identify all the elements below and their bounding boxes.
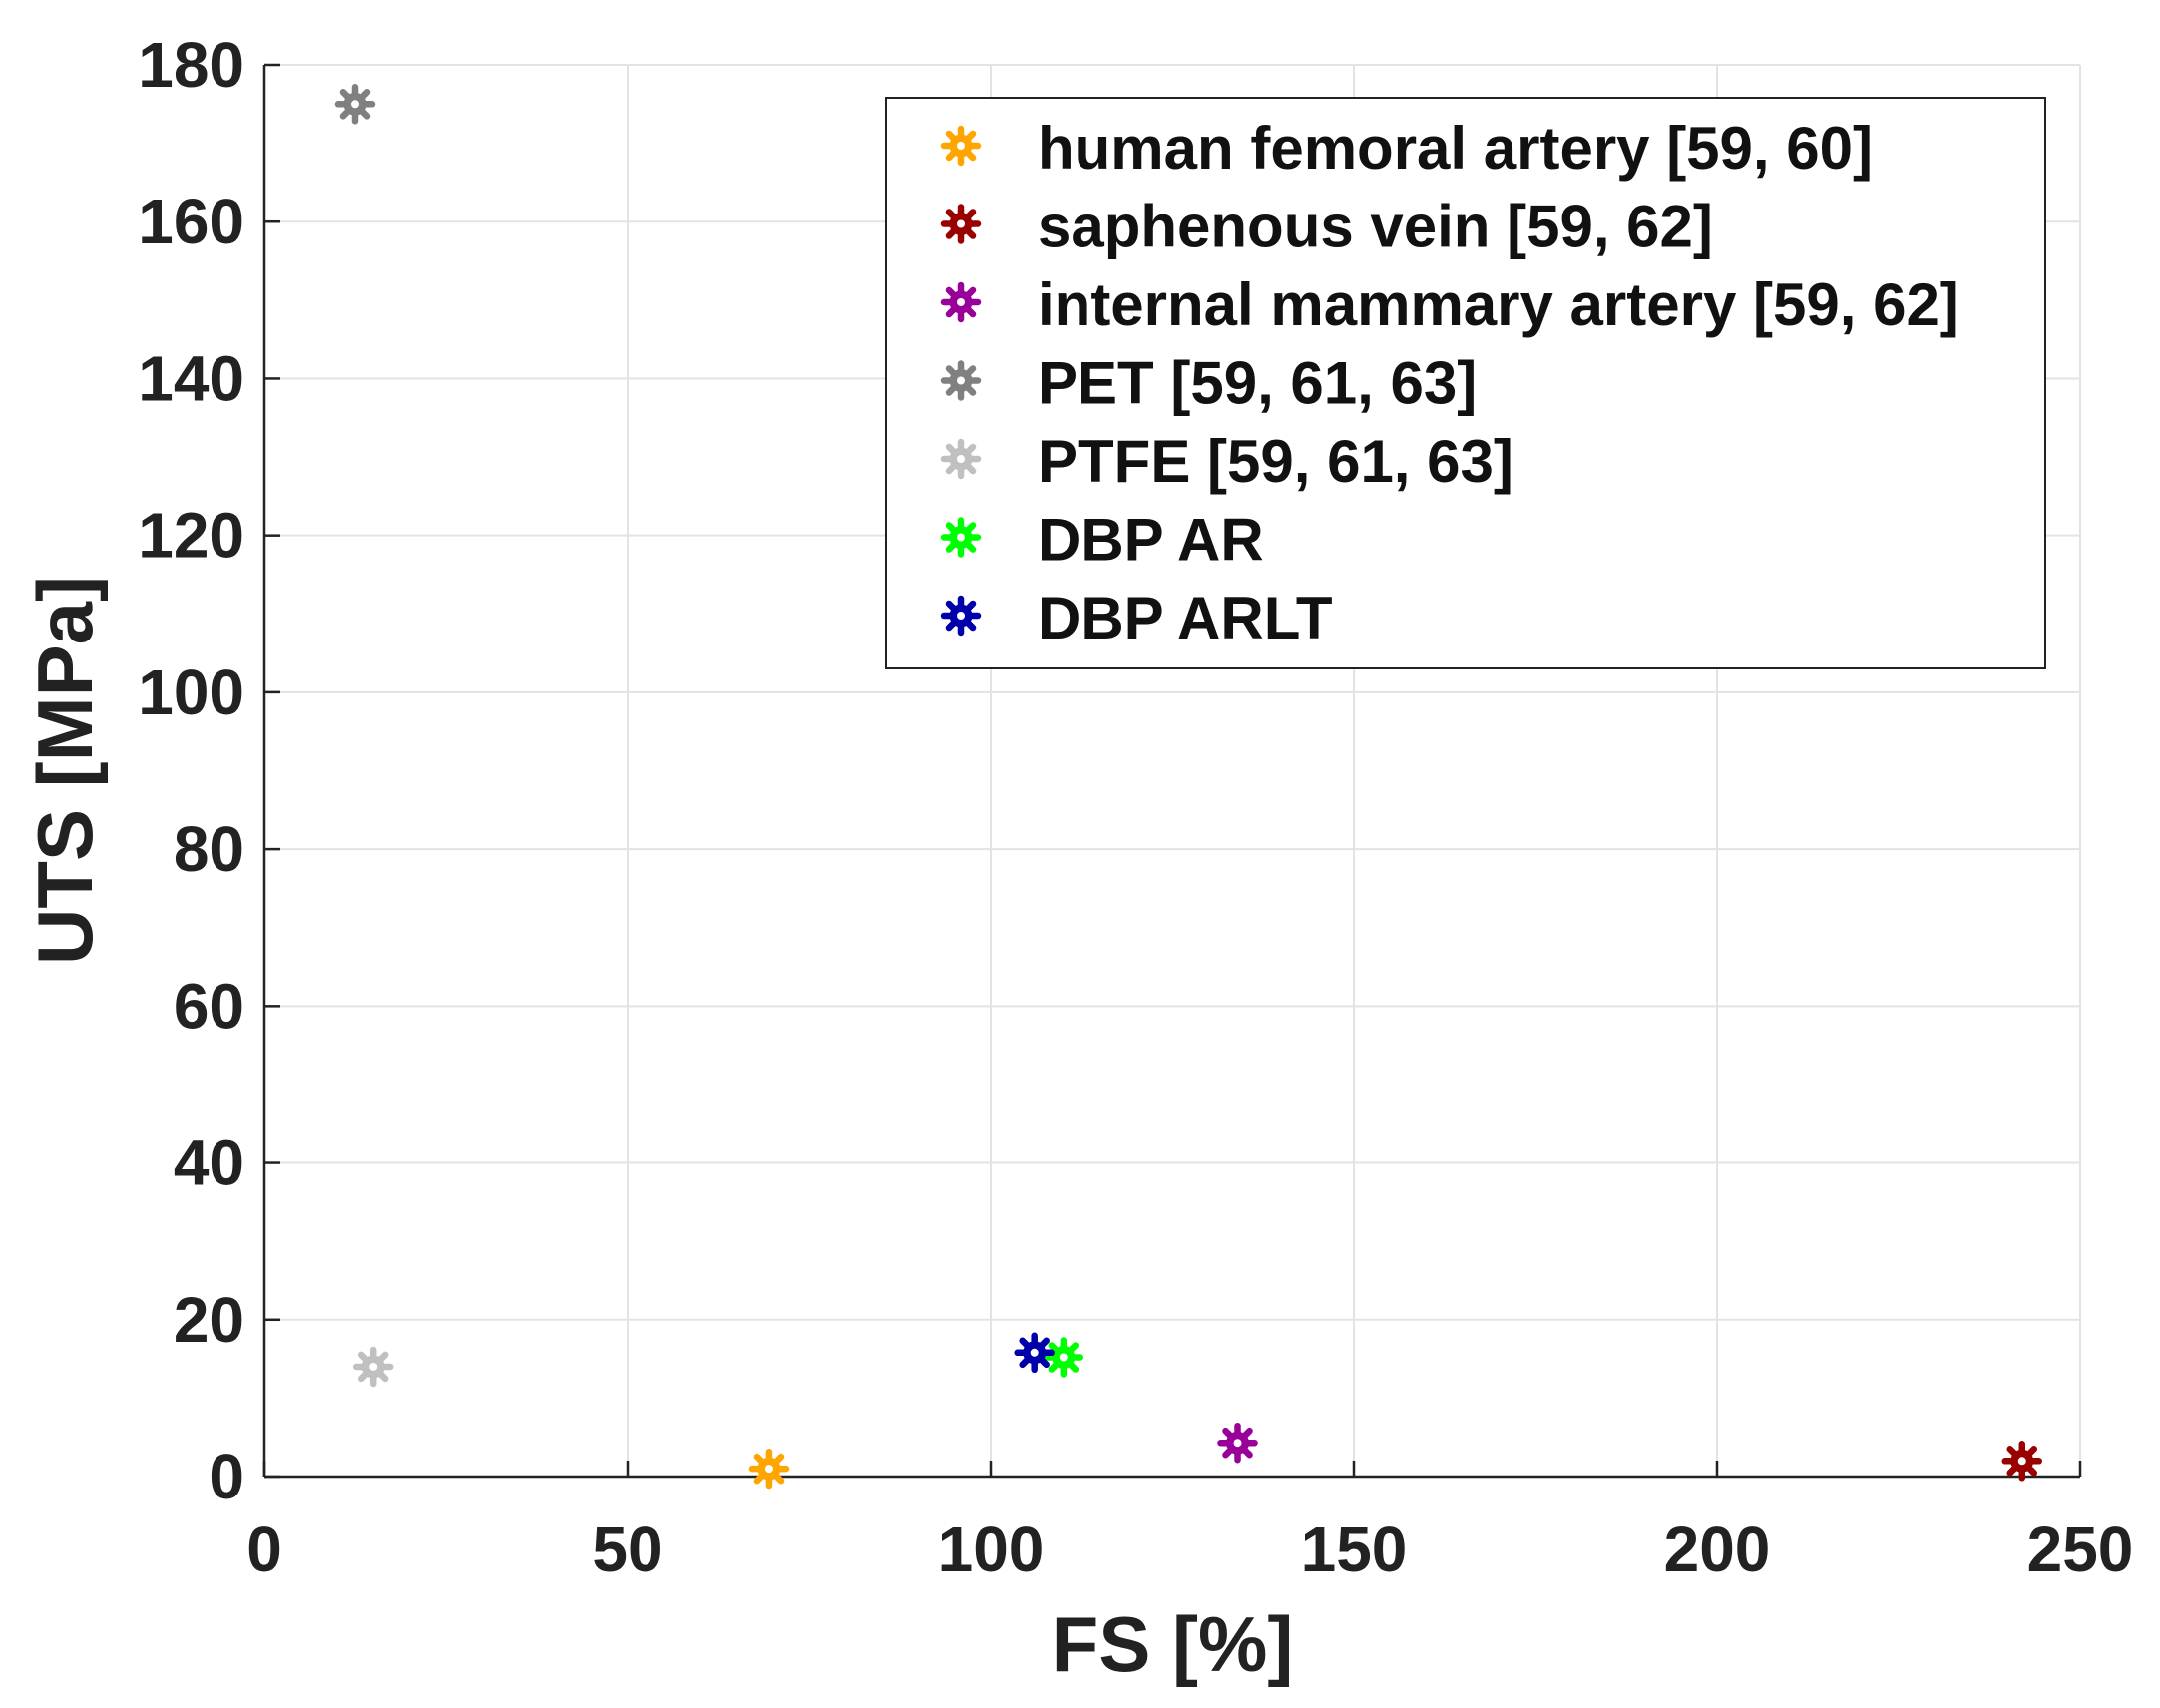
legend-marker — [940, 595, 982, 637]
y-tick-label: 0 — [209, 1441, 244, 1512]
legend-marker — [940, 517, 982, 558]
legend-label: internal mammary artery [59, 62] — [1038, 271, 1959, 338]
x-axis-title: FS [%] — [1052, 1600, 1294, 1688]
y-tick-label: 20 — [174, 1284, 244, 1356]
y-tick-label: 40 — [174, 1127, 244, 1199]
axes — [262, 63, 2082, 1479]
y-tick-label: 100 — [138, 656, 244, 728]
y-axis-title: UTS [MPa] — [21, 576, 109, 965]
legend: human femoral artery [59, 60] saphenous v… — [885, 97, 2046, 669]
legend-label: PET [59, 61, 63] — [1038, 350, 1477, 417]
y-tick-label: 180 — [138, 29, 244, 101]
data-points — [334, 84, 2043, 1490]
legend-items: human femoral artery [59, 60] saphenous v… — [940, 115, 1959, 651]
x-tick-label: 150 — [1301, 1513, 1408, 1585]
legend-marker — [940, 360, 982, 401]
x-tick-labels: 0 50 100 150 200 250 — [246, 1513, 2133, 1585]
legend-label: DBP ARLT — [1038, 585, 1333, 651]
data-point — [1043, 1337, 1084, 1378]
legend-label: DBP AR — [1038, 507, 1264, 574]
data-point — [1217, 1422, 1258, 1464]
legend-marker — [940, 125, 982, 167]
y-tick-label: 80 — [174, 813, 244, 885]
legend-marker — [940, 204, 982, 244]
y-tick-label: 160 — [138, 186, 244, 257]
legend-marker — [940, 281, 982, 323]
legend-label: PTFE [59, 61, 63] — [1038, 428, 1513, 495]
data-point — [352, 1346, 394, 1388]
y-tick-label: 60 — [174, 970, 244, 1042]
x-tick-label: 200 — [1664, 1513, 1771, 1585]
data-point — [334, 84, 376, 125]
legend-label: human femoral artery [59, 60] — [1038, 115, 1873, 182]
y-tick-label: 120 — [138, 500, 244, 572]
data-point — [748, 1448, 790, 1490]
y-tick-labels: 0 20 40 60 80 100 120 140 160 180 — [138, 29, 244, 1512]
legend-box — [885, 97, 2046, 669]
y-tick-label: 140 — [138, 342, 244, 414]
data-point — [1014, 1332, 1055, 1374]
x-tick-label: 100 — [938, 1513, 1045, 1585]
x-tick-label: 0 — [246, 1513, 282, 1585]
data-point — [2001, 1441, 2043, 1482]
x-tick-label: 50 — [592, 1513, 662, 1585]
x-tick-label: 250 — [2027, 1513, 2134, 1585]
legend-label: saphenous vein [59, 62] — [1038, 194, 1713, 260]
legend-marker — [940, 438, 982, 480]
